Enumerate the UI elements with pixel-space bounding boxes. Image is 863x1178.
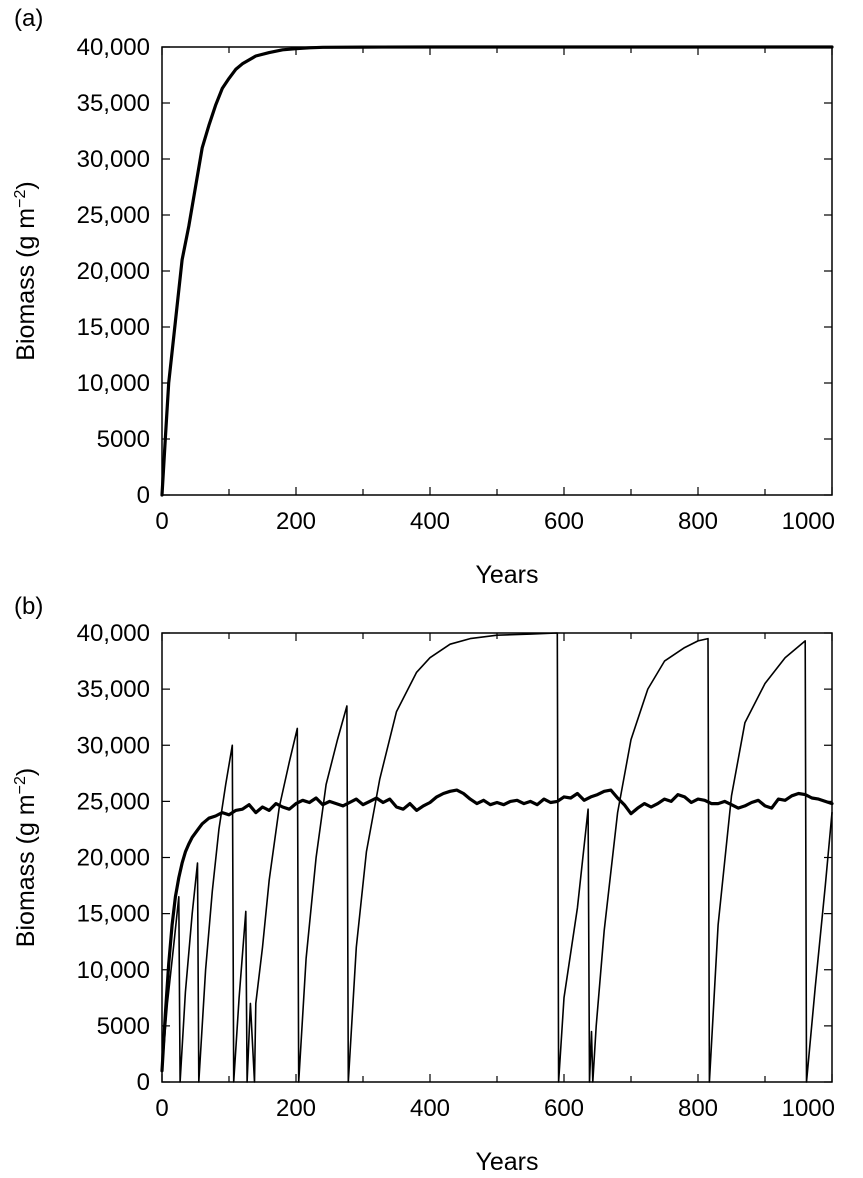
x-tick-label: 200 bbox=[276, 1095, 316, 1122]
x-tick-label: 0 bbox=[155, 508, 168, 535]
series-line-1 bbox=[161, 632, 833, 1083]
x-tick-label: 800 bbox=[678, 1095, 718, 1122]
y-tick-label: 15,000 bbox=[77, 314, 150, 341]
y-axis-label-superscript: −2 bbox=[12, 190, 29, 208]
y-tick-label: 5000 bbox=[97, 426, 150, 453]
plot-frame bbox=[161, 632, 833, 1083]
y-axis-label: Biomass (g m−2) bbox=[12, 181, 40, 360]
y-tick-label: 10,000 bbox=[77, 957, 150, 984]
y-axis-label-main: Biomass (g m bbox=[12, 208, 40, 361]
y-axis-label-main: Biomass (g m bbox=[12, 794, 40, 947]
y-tick-label: 40,000 bbox=[77, 620, 150, 647]
x-tick-label: 1000 bbox=[782, 508, 835, 535]
y-tick-label: 25,000 bbox=[77, 788, 150, 815]
series-line-1 bbox=[160, 45, 834, 497]
y-tick-label: 35,000 bbox=[77, 676, 150, 703]
x-tick-label: 800 bbox=[678, 508, 718, 535]
x-tick-label: 1000 bbox=[782, 1095, 835, 1122]
panel-b: (b) 0 200 400 600 800 1000 0 5000 10,000 15,000 20,… bbox=[12, 593, 835, 1176]
y-tick-label: 0 bbox=[137, 482, 150, 509]
panel-a: (a) 0 200 400 600 800 1000 0 5000 10,000 15,000 20,… bbox=[12, 5, 835, 589]
y-axis-label-close: ) bbox=[12, 768, 40, 776]
y-tick-label: 5000 bbox=[97, 1013, 150, 1040]
panel-label: (a) bbox=[14, 5, 43, 32]
series-line-2 bbox=[160, 788, 834, 1073]
x-tick-label: 0 bbox=[155, 1095, 168, 1122]
y-tick-label: 35,000 bbox=[77, 90, 150, 117]
x-tick-label: 600 bbox=[544, 1095, 584, 1122]
y-tick-label: 20,000 bbox=[77, 258, 150, 285]
y-tick-label: 20,000 bbox=[77, 845, 150, 872]
y-tick-label: 40,000 bbox=[77, 34, 150, 61]
panel-label: (b) bbox=[14, 593, 43, 620]
y-tick-label: 30,000 bbox=[77, 732, 150, 759]
x-axis-label: Years bbox=[475, 1148, 538, 1176]
x-tick-label: 400 bbox=[410, 1095, 450, 1122]
x-tick-label: 200 bbox=[276, 508, 316, 535]
x-tick-label: 600 bbox=[544, 508, 584, 535]
y-axis-label-superscript: −2 bbox=[12, 776, 29, 794]
y-tick-label: 10,000 bbox=[77, 370, 150, 397]
y-tick-label: 0 bbox=[137, 1069, 150, 1096]
y-tick-label: 25,000 bbox=[77, 202, 150, 229]
x-axis-label: Years bbox=[475, 561, 538, 589]
y-axis-label: Biomass (g m−2) bbox=[12, 768, 40, 947]
y-tick-label: 15,000 bbox=[77, 901, 150, 928]
y-tick-label: 30,000 bbox=[77, 146, 150, 173]
plot-frame bbox=[161, 46, 833, 496]
x-tick-label: 400 bbox=[410, 508, 450, 535]
y-axis-label-close: ) bbox=[12, 181, 40, 189]
